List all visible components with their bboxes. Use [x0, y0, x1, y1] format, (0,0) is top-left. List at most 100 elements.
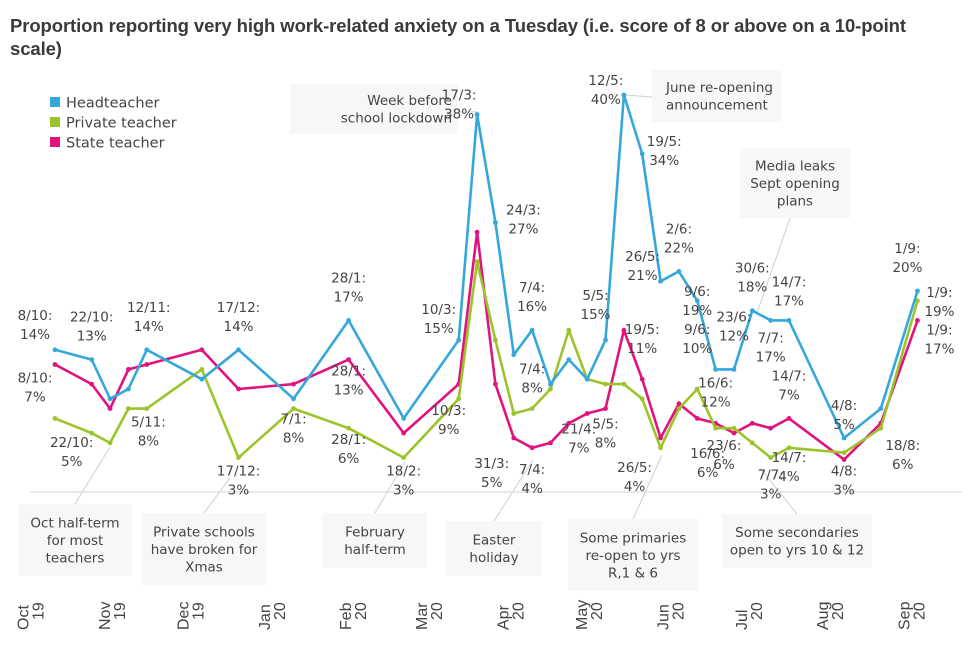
data-label-text: 7% — [24, 389, 46, 405]
data-label-text: 19/5: — [647, 134, 682, 150]
data-point — [639, 376, 645, 382]
data-point — [731, 367, 737, 372]
data-point — [676, 269, 682, 274]
data-label-text: 5% — [481, 475, 503, 491]
data-label-text: 14/7: — [772, 450, 807, 466]
data-point — [89, 381, 95, 387]
annotation-background — [568, 519, 698, 591]
data-point — [401, 416, 407, 421]
x-tick-year: 20 — [272, 602, 289, 620]
data-point — [144, 406, 150, 411]
legend-item: State teacher — [50, 136, 165, 152]
x-tick-month: Aug — [815, 602, 832, 630]
data-point — [694, 416, 700, 421]
data-point — [52, 362, 58, 367]
data-point — [841, 435, 847, 441]
data-point — [841, 450, 847, 456]
data-label-text: 14/7: — [772, 274, 807, 290]
data-label: 4/8: 3% — [831, 464, 857, 499]
data-label-text: 1/9: — [894, 241, 920, 257]
data-point — [786, 416, 792, 421]
data-point — [915, 288, 920, 294]
data-label-text: 8% — [595, 436, 617, 452]
x-tick-month: Apr — [495, 604, 512, 630]
data-label-text: 19% — [924, 304, 954, 320]
data-label-text: 3% — [833, 483, 855, 499]
annotation-box: Some secondaries open to yrs 10 & 12 — [722, 467, 872, 568]
data-point — [474, 259, 480, 264]
data-label-text: 17% — [774, 293, 804, 309]
data-label: 10/3: 9% — [431, 403, 466, 438]
annotation-leader-line — [203, 477, 231, 514]
data-label: 10/3: 15% — [421, 302, 456, 337]
annotation-box: June re-opening announcement — [625, 70, 782, 122]
data-label-text: 8% — [521, 381, 543, 397]
chart-title: Proportion reporting very high work-rela… — [10, 15, 906, 59]
data-point — [639, 396, 645, 402]
data-label: 26/5: 21% — [625, 249, 660, 284]
data-label-text: 13% — [334, 383, 364, 399]
data-point — [621, 92, 627, 98]
data-point — [346, 425, 351, 431]
data-label-text: 28/1: — [331, 432, 366, 448]
data-label-text: 9% — [438, 422, 460, 438]
data-point — [144, 347, 150, 353]
data-label: 19/5: 34% — [647, 134, 682, 169]
annotation-leader-line — [493, 459, 534, 522]
data-point — [768, 425, 774, 431]
annotation-leader-line — [625, 94, 653, 98]
data-point — [125, 386, 131, 392]
data-label: 8/10: 14% — [18, 308, 53, 343]
data-point — [493, 381, 498, 387]
annotation-text: for most — [47, 533, 104, 549]
data-label-text: 12% — [719, 328, 749, 344]
data-point — [291, 396, 296, 402]
data-label-text: 23/6: — [717, 309, 752, 325]
data-label-text: 17% — [756, 349, 786, 365]
data-label: 17/3: 38% — [442, 88, 477, 123]
data-point — [915, 298, 920, 304]
data-label: 7/4: 8% — [519, 362, 545, 397]
data-point — [786, 318, 792, 323]
data-point — [474, 112, 480, 117]
data-label-text: 7/1: — [280, 412, 306, 428]
data-label: 9/6: 19% — [682, 284, 712, 319]
data-label: 22/10: 13% — [70, 310, 113, 345]
data-point — [878, 406, 884, 411]
annotation-background — [290, 84, 458, 134]
data-label-text: 5/5: — [592, 417, 618, 433]
x-tick-year: 20 — [589, 602, 606, 620]
data-label-text: 10/3: — [431, 403, 466, 419]
annotation-text: Week before — [367, 93, 452, 109]
data-label: 28/1: 13% — [331, 364, 366, 399]
series-private-teacher — [52, 259, 920, 460]
data-label: 8/10: 7% — [18, 370, 53, 405]
data-label: 5/11: 8% — [131, 415, 166, 450]
data-label-text: 1/9: — [926, 322, 952, 338]
data-label-text: 7/7: — [758, 330, 784, 346]
x-tick-year: 20 — [830, 602, 847, 620]
data-label-text: 30/6: — [735, 261, 770, 277]
annotation-text: holiday — [469, 550, 518, 566]
data-label: 17/12: 14% — [217, 300, 260, 335]
annotation-text: half-term — [344, 542, 406, 558]
data-label: 4/8: 5% — [831, 398, 857, 433]
data-label-text: 28/1: — [331, 270, 366, 286]
data-label: 12/11: 14% — [127, 300, 170, 335]
data-point — [401, 455, 407, 460]
legend-swatch — [50, 117, 60, 127]
data-label-text: 34% — [649, 153, 679, 169]
annotation-text: R,1 & 6 — [608, 565, 658, 581]
data-label: 14/7: 17% — [772, 274, 807, 309]
